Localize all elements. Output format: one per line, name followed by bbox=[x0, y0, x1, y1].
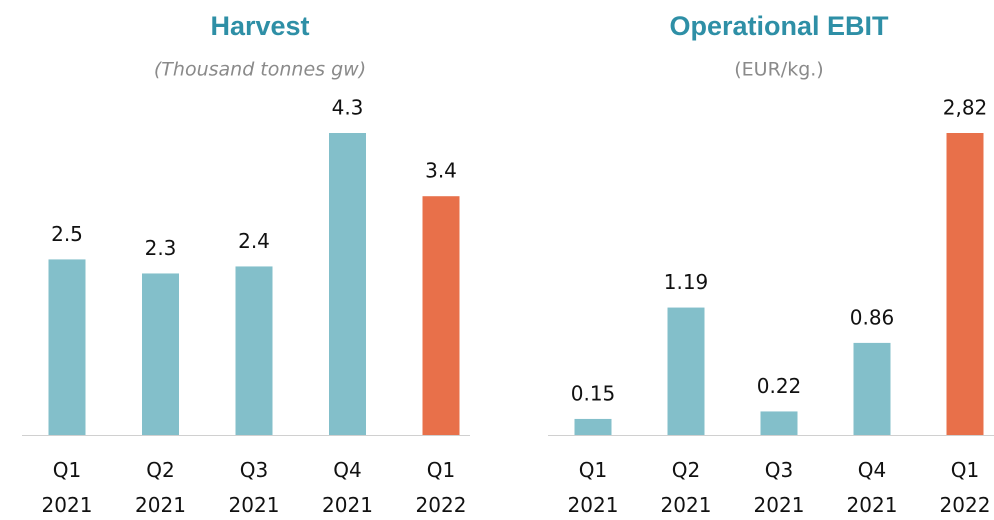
value-label: 2,82 bbox=[943, 96, 988, 120]
bar bbox=[142, 273, 179, 435]
bar bbox=[329, 133, 366, 435]
value-label: 2.4 bbox=[238, 229, 270, 253]
value-label: 0.22 bbox=[757, 374, 802, 398]
bar bbox=[760, 411, 798, 435]
bar bbox=[235, 266, 273, 435]
x-tick-label: Q4 2021 bbox=[322, 458, 373, 517]
value-label: 0.86 bbox=[850, 305, 895, 329]
chart-title: Harvest bbox=[210, 11, 309, 41]
bar bbox=[422, 196, 460, 435]
value-label: 1.19 bbox=[664, 270, 709, 294]
chart-title: Operational EBIT bbox=[669, 11, 889, 41]
x-tick-label: Q1 2022 bbox=[939, 458, 991, 517]
value-label: 2.5 bbox=[51, 222, 83, 246]
chart-subtitle: (Thousand tonnes gw) bbox=[154, 59, 366, 81]
x-tick-label: Q1 2021 bbox=[41, 458, 93, 517]
x-tick-label: Q3 2021 bbox=[753, 458, 805, 517]
x-tick-label: Q4 2021 bbox=[846, 458, 898, 517]
x-tick-label: Q1 2021 bbox=[567, 458, 619, 517]
bar bbox=[574, 418, 612, 435]
x-tick-label: Q3 2021 bbox=[228, 458, 280, 517]
value-label: 3.4 bbox=[425, 159, 457, 183]
x-tick-label: Q2 2021 bbox=[660, 458, 712, 517]
bar bbox=[48, 259, 86, 435]
x-tick-label: Q2 2021 bbox=[135, 458, 186, 517]
bar bbox=[946, 133, 984, 435]
value-label: 2.3 bbox=[145, 236, 177, 260]
chart-subtitle: (EUR/kg.) bbox=[734, 59, 823, 81]
x-tick-label: Q1 2022 bbox=[415, 458, 467, 517]
bar bbox=[853, 342, 891, 435]
value-label: 0.15 bbox=[571, 381, 616, 405]
value-label: 4.3 bbox=[332, 96, 364, 120]
bar bbox=[667, 307, 705, 435]
